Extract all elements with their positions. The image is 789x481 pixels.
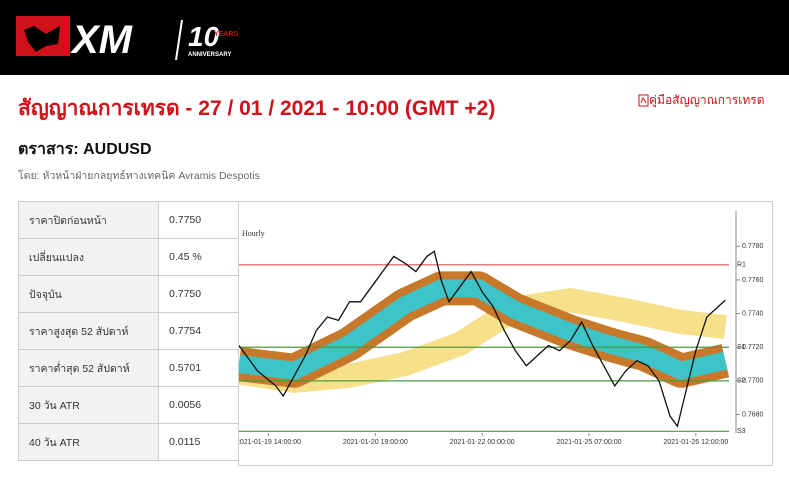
cell-value: 0.0056 [158,386,239,424]
price-line [239,250,726,428]
cell-label: เปลี่ยนแปลง [18,238,159,276]
band-inner [239,279,728,380]
y-tick-label: 0.7780 [742,243,764,250]
table-row: 40 วัน ATR 0.0115 [18,423,239,461]
table-row: ราคาปิดก่อนหน้า 0.7750 [18,201,239,239]
cell-label: 40 วัน ATR [18,423,159,461]
cell-value: 0.7750 [158,275,239,313]
instrument: ตราสาร: AUDUSD [18,141,152,158]
cell-value: 0.5701 [158,349,239,387]
guide-link-text[interactable]: คู่มือสัญญาณการเทรด [649,93,765,107]
cell-value: 0.45 % [158,238,239,276]
logo: XM 10 YEARS ANNIVERSARY [16,16,238,62]
band [239,288,727,393]
pdf-icon [638,94,649,107]
level-label: S3 [737,428,746,435]
anniv-years: YEARS [214,31,238,38]
cell-value: 0.7754 [158,312,239,350]
x-tick-label: 2021-01-19 14:00:00 [238,439,301,446]
table-row: ปัจจุบัน 0.7750 [18,275,239,313]
cell-label: ปัจจุบัน [18,275,159,313]
cell-label: ราคาสูงสุด 52 สัปดาห์ [18,312,159,350]
cell-label: ราคาปิดก่อนหน้า [18,201,159,239]
level-label: S1 [737,344,746,351]
chart: Hourly 0.7680 0.7700 0.7720 0.7740 0.7760 0.7… [238,201,773,466]
x-tick-label: 2021-01-25 07:00:00 [557,439,622,446]
byline: โดย: หัวหน้าฝ่ายกลยุทธ์ทางเทคนิค Avramis… [18,170,260,182]
y-tick-label: 0.7720 [742,344,764,351]
x-tick-label: 2021-01-26 12:00:00 [663,439,728,446]
cell-value: 0.7750 [158,201,239,239]
level-label: S2 [737,378,746,385]
y-tick-label: 0.7760 [742,277,764,284]
y-tick-label: 0.7680 [742,411,764,418]
cell-label: ราคาต่ำสุด 52 สัปดาห์ [18,349,159,387]
logo-text: XM [70,18,134,62]
guide-link[interactable]: คู่มือสัญญาณการเทรด [638,91,765,110]
table-row: ราคาต่ำสุด 52 สัปดาห์ 0.5701 [18,349,239,387]
table-row: เปลี่ยนแปลง 0.45 % [18,238,239,276]
y-tick-label: 0.7700 [742,378,764,385]
page-title: สัญญาณการเทรด - 27 / 01 / 2021 - 10:00 (… [18,97,496,120]
x-tick-label: 2021-01-22 00:00:00 [450,439,515,446]
cell-label: 30 วัน ATR [18,386,159,424]
chart-subtitle: Hourly [242,229,265,238]
cell-value: 0.0115 [158,423,239,461]
y-tick-label: 0.7740 [742,310,764,317]
anniv-label: ANNIVERSARY [188,52,231,58]
header: XM 10 YEARS ANNIVERSARY [0,0,789,75]
info-table: ราคาปิดก่อนหน้า 0.7750 เปลี่ยนแปลง 0.45 % ปั… [18,201,239,461]
table-row: 30 วัน ATR 0.0056 [18,386,239,424]
x-tick-label: 2021-01-20 19:00:00 [343,439,408,446]
level-label: R1 [737,262,746,269]
anniv-number: 10 [188,21,220,52]
table-row: ราคาสูงสุด 52 สัปดาห์ 0.7754 [18,312,239,350]
bull-icon [24,26,60,52]
divider [175,19,183,61]
